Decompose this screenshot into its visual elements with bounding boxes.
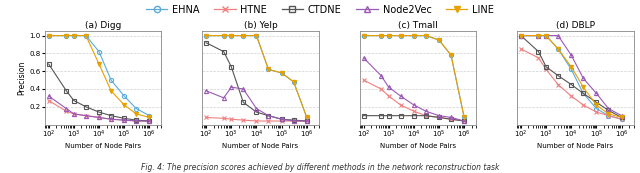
Title: (c) Tmall: (c) Tmall bbox=[398, 21, 438, 30]
Y-axis label: Precision: Precision bbox=[18, 61, 27, 95]
Text: Fig. 4: The precision scores achieved by different methods in the network recons: Fig. 4: The precision scores achieved by… bbox=[141, 163, 499, 172]
Title: (b) Yelp: (b) Yelp bbox=[244, 21, 277, 30]
X-axis label: Number of Node Pairs: Number of Node Pairs bbox=[65, 143, 141, 149]
X-axis label: Number of Node Pairs: Number of Node Pairs bbox=[223, 143, 299, 149]
X-axis label: Number of Node Pairs: Number of Node Pairs bbox=[537, 143, 613, 149]
Title: (d) DBLP: (d) DBLP bbox=[556, 21, 595, 30]
X-axis label: Number of Node Pairs: Number of Node Pairs bbox=[380, 143, 456, 149]
Title: (a) Digg: (a) Digg bbox=[85, 21, 122, 30]
Legend: EHNA, HTNE, CTDNE, Node2Vec, LINE: EHNA, HTNE, CTDNE, Node2Vec, LINE bbox=[146, 5, 494, 15]
